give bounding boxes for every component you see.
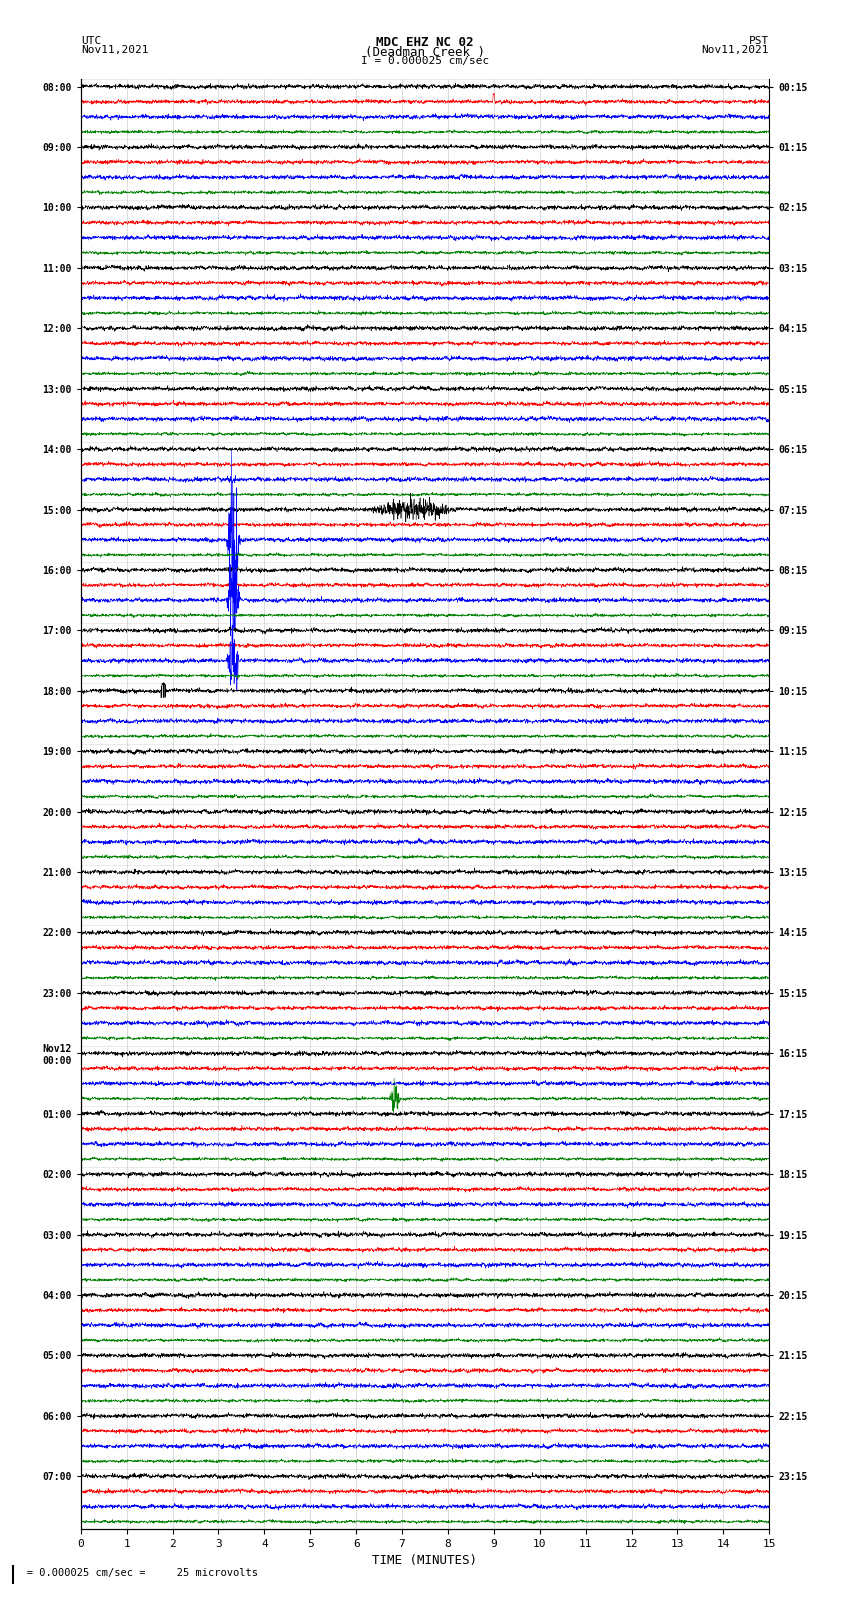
Text: Nov11,2021: Nov11,2021	[702, 45, 769, 55]
Text: PST: PST	[749, 37, 769, 47]
Text: I = 0.000025 cm/sec: I = 0.000025 cm/sec	[361, 56, 489, 66]
X-axis label: TIME (MINUTES): TIME (MINUTES)	[372, 1555, 478, 1568]
Text: Nov11,2021: Nov11,2021	[81, 45, 148, 55]
Text: = 0.000025 cm/sec =     25 microvolts: = 0.000025 cm/sec = 25 microvolts	[8, 1568, 258, 1578]
Text: (Deadman Creek ): (Deadman Creek )	[365, 45, 485, 60]
Text: UTC: UTC	[81, 37, 101, 47]
Text: MDC EHZ NC 02: MDC EHZ NC 02	[377, 37, 473, 50]
